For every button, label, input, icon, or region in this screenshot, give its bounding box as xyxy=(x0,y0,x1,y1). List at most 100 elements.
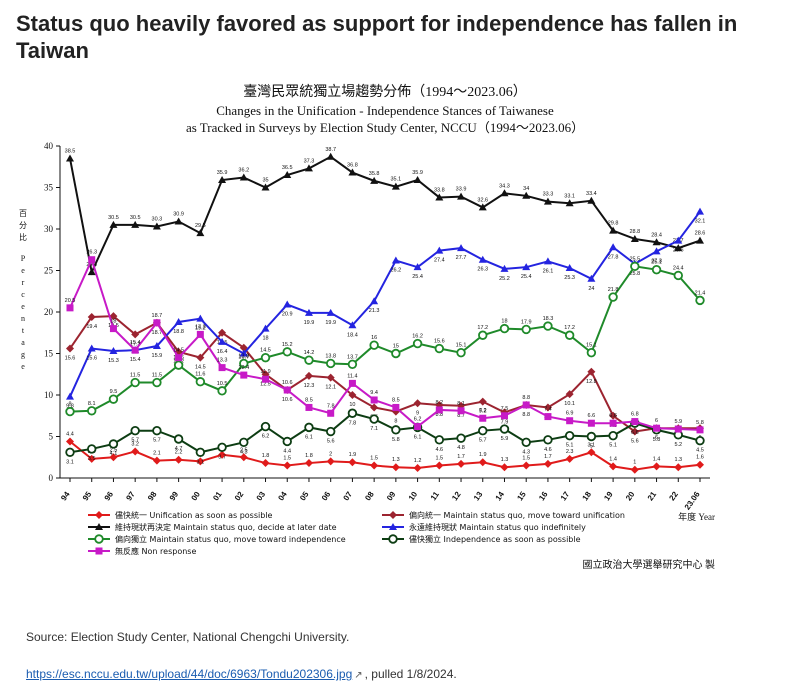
data-point xyxy=(218,176,227,184)
data-label: 37.3 xyxy=(304,158,315,164)
data-point xyxy=(630,234,639,242)
data-label: 3.5 xyxy=(88,456,96,462)
data-label: 6.6 xyxy=(588,413,596,419)
data-point xyxy=(587,419,595,427)
y-axis-label-en-char: e xyxy=(21,362,25,371)
data-label: 11.9 xyxy=(260,369,270,375)
data-label: 13.8 xyxy=(325,353,336,359)
data-point xyxy=(218,337,227,345)
y-tick-label: 10 xyxy=(44,390,54,400)
data-label: 18.7 xyxy=(152,313,163,319)
data-label: 7.1 xyxy=(370,426,378,432)
chart-title-en-line2: as Tracked in Surveys by Election Study … xyxy=(186,120,584,135)
data-point xyxy=(370,176,379,184)
data-point xyxy=(130,425,140,436)
data-point xyxy=(109,453,118,462)
data-point xyxy=(457,192,466,200)
data-point xyxy=(500,264,509,272)
data-label: 33.8 xyxy=(434,187,445,193)
data-point xyxy=(564,330,575,340)
data-point xyxy=(565,264,574,272)
data-label: 32.1 xyxy=(695,219,706,225)
data-label: 15.9 xyxy=(152,353,163,359)
data-label: 1.5 xyxy=(370,456,378,462)
data-point xyxy=(630,261,640,272)
y-tick-label: 30 xyxy=(44,224,54,234)
source-note: Source: Election Study Center, National … xyxy=(26,630,350,644)
data-point xyxy=(109,325,117,333)
data-label: 27.3 xyxy=(651,258,662,264)
y-tick-label: 35 xyxy=(44,183,54,193)
data-label: 6.9 xyxy=(566,411,574,417)
data-label: 16.4 xyxy=(217,349,228,355)
y-axis-label-zh-char: 比 xyxy=(19,232,27,242)
data-label: 5.2 xyxy=(674,442,682,448)
data-point xyxy=(195,447,206,457)
series-line xyxy=(69,155,701,276)
legend-item: 偏向統一 Maintain status quo, move toward un… xyxy=(382,510,625,520)
data-point xyxy=(695,295,705,306)
data-label: 38.7 xyxy=(325,147,336,153)
data-point xyxy=(65,447,75,457)
series-group: 4.42.32.53.22.12.222.82.51.81.51.821.91.… xyxy=(66,431,704,474)
data-point xyxy=(478,330,488,340)
data-point xyxy=(414,423,422,431)
data-label: 1.3 xyxy=(501,457,509,463)
y-axis-label-zh-char: 百 xyxy=(19,209,27,218)
data-label: 9.5 xyxy=(110,389,118,395)
data-point xyxy=(522,461,531,470)
data-point xyxy=(217,386,227,396)
legend-swatch-marker xyxy=(388,534,398,544)
data-label: 1.3 xyxy=(392,457,400,463)
data-point xyxy=(457,244,466,252)
data-label: 1.6 xyxy=(696,455,704,461)
data-point xyxy=(66,154,74,162)
data-label: 3.1 xyxy=(66,459,74,465)
data-point xyxy=(674,244,683,252)
data-label: 35 xyxy=(262,178,268,184)
y-axis-label-en-char: g xyxy=(21,350,25,359)
data-point xyxy=(152,425,162,436)
data-label: 33.3 xyxy=(543,192,554,198)
data-point xyxy=(478,458,487,467)
data-point xyxy=(544,413,552,421)
data-point xyxy=(696,207,704,215)
data-point xyxy=(499,424,510,434)
data-point xyxy=(348,391,357,399)
series-group: 3.1 3.5 4.1 5.7 5.7 4.7 3.1 3.7 4.3 6.2 4.4 6.1 5.6 7… xyxy=(65,408,705,465)
legend-label: 偏向獨立 Maintain status quo, move toward in… xyxy=(115,534,346,544)
data-point xyxy=(435,246,444,254)
data-label: 9.8 xyxy=(66,404,74,410)
data-label: 3.1 xyxy=(197,459,205,465)
data-label: 21.4 xyxy=(695,290,706,296)
data-point xyxy=(435,461,444,470)
data-point xyxy=(696,426,704,434)
data-point xyxy=(392,403,400,411)
data-label: 4.8 xyxy=(457,445,465,451)
data-label: 15.1 xyxy=(456,343,467,349)
data-point xyxy=(391,425,401,435)
data-point xyxy=(413,399,422,408)
data-point xyxy=(152,456,161,465)
data-point xyxy=(87,444,97,454)
y-axis-label-en-char: e xyxy=(21,266,25,275)
data-label: 7.2 xyxy=(479,408,487,414)
data-point xyxy=(262,375,270,383)
data-point xyxy=(348,379,356,387)
data-label: 4.3 xyxy=(522,449,530,455)
source-link[interactable]: https://esc.nccu.edu.tw/upload/44/doc/69… xyxy=(26,667,353,681)
data-label: 13.7 xyxy=(347,354,358,360)
data-point xyxy=(174,455,183,464)
data-label: 30.5 xyxy=(130,215,141,221)
data-point xyxy=(587,274,596,282)
data-point xyxy=(652,247,661,255)
data-point xyxy=(587,367,596,376)
data-label: 18 xyxy=(501,319,507,325)
data-point xyxy=(65,406,75,417)
data-label: 26.2 xyxy=(391,268,402,274)
data-point xyxy=(413,464,422,473)
data-point xyxy=(109,220,118,228)
data-point xyxy=(695,435,705,446)
data-point xyxy=(305,403,313,411)
y-tick-label: 40 xyxy=(44,141,54,151)
